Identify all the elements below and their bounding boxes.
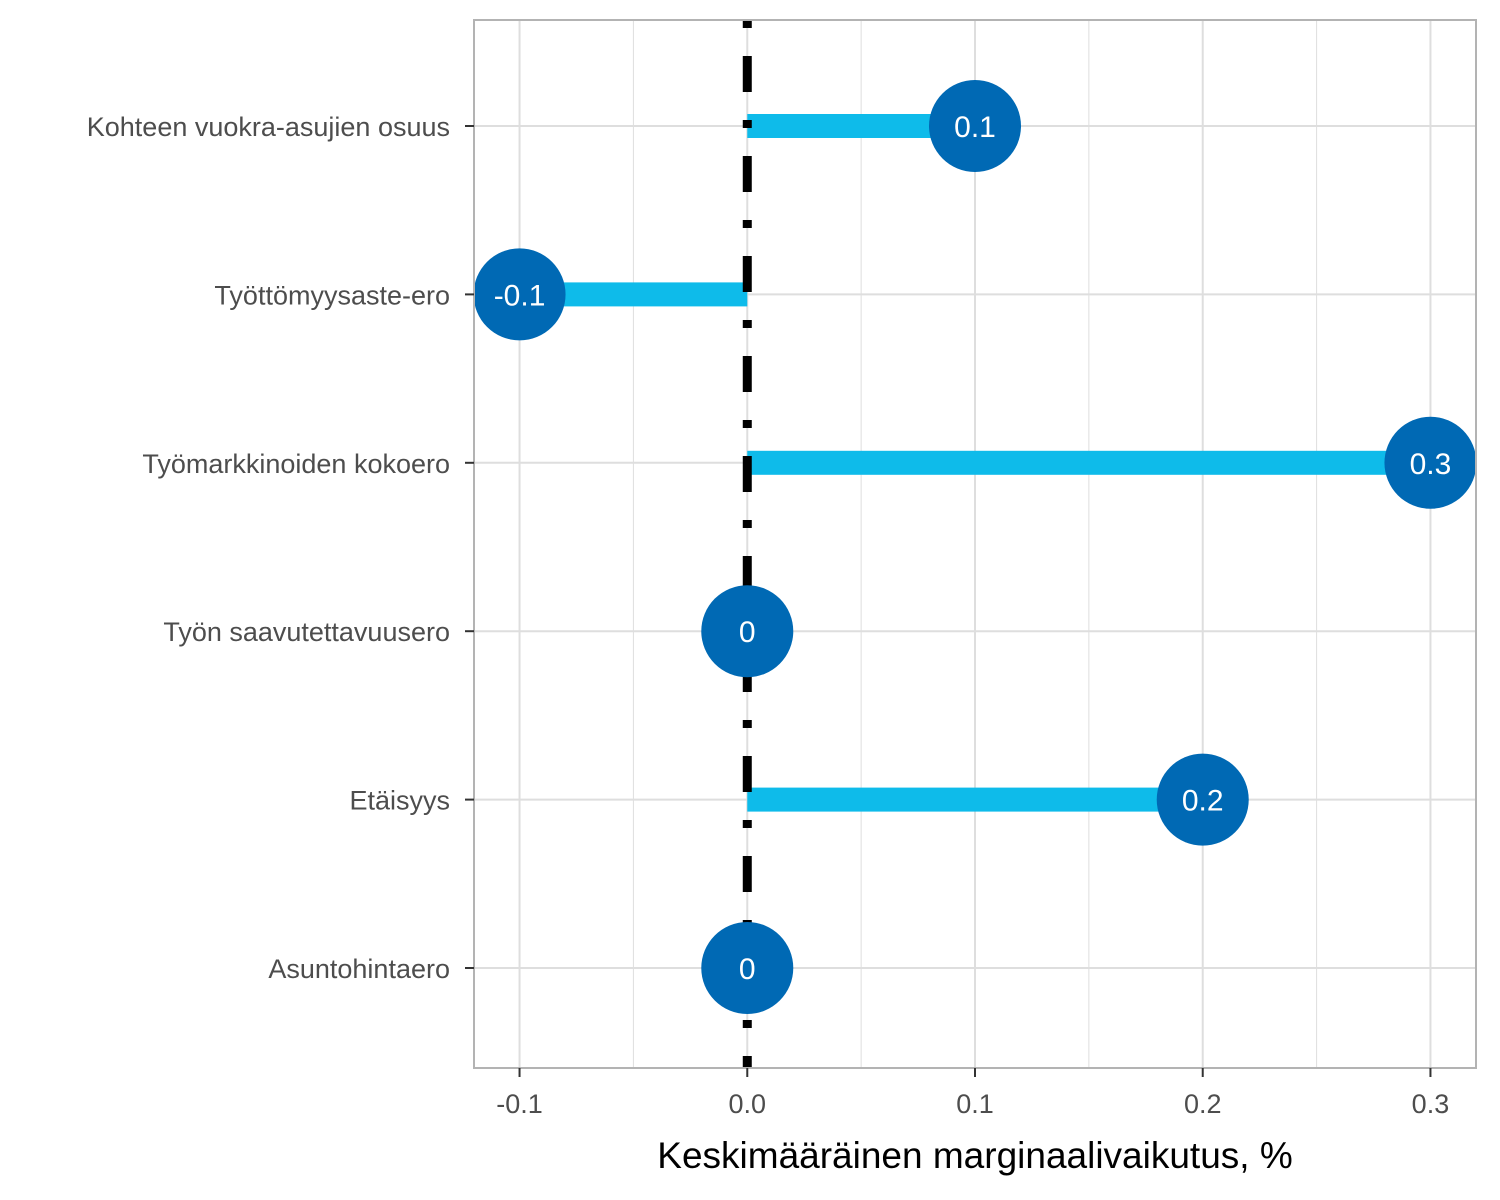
y-tick-label: Työttömyysaste-ero <box>214 280 450 310</box>
segment-bar <box>747 787 1203 812</box>
data-point <box>473 248 566 341</box>
y-tick-label: Työn saavutettavuusero <box>163 617 450 647</box>
x-tick-label: 0.3 <box>1412 1089 1450 1119</box>
x-tick-label: -0.1 <box>496 1089 543 1119</box>
data-point <box>701 922 794 1014</box>
data-label: -0.1 <box>494 279 546 312</box>
data-point <box>1384 416 1477 509</box>
data-label: 0.1 <box>954 111 996 144</box>
segment-bar <box>747 450 1431 475</box>
axes: Kohteen vuokra-asujien osuus Työttömyysas… <box>87 112 1449 1119</box>
data-label: 0 <box>739 616 756 649</box>
data-point <box>701 585 794 678</box>
points: 0.1 -0.1 0.3 0 0.2 0 <box>473 80 1477 1014</box>
data-label: 0 <box>739 953 756 986</box>
data-point <box>929 80 1021 172</box>
y-tick-label: Asuntohintaero <box>268 954 450 984</box>
data-label: 0.3 <box>1410 448 1452 481</box>
x-tick-label: 0.1 <box>956 1089 994 1119</box>
x-axis-title: Keskimääräinen marginaalivaikutus, % <box>657 1135 1292 1176</box>
x-tick-label: 0.0 <box>728 1089 766 1119</box>
grid <box>474 20 1476 1068</box>
data-point <box>1156 753 1249 846</box>
x-tick-label: 0.2 <box>1184 1089 1222 1119</box>
y-tick-label: Kohteen vuokra-asujien osuus <box>87 112 450 142</box>
data-label: 0.2 <box>1182 785 1224 818</box>
y-tick-label: Työmarkkinoiden kokoero <box>142 449 450 479</box>
y-tick-label: Etäisyys <box>349 786 450 816</box>
